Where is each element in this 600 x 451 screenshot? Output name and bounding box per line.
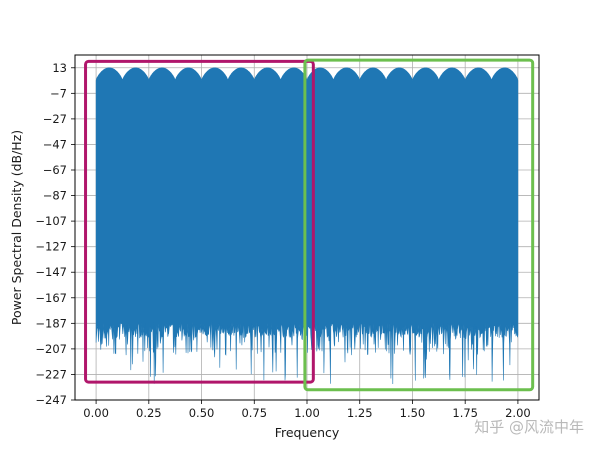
x-tick-label: 0.25 <box>136 406 162 420</box>
highlight-box-right <box>303 58 535 392</box>
watermark-text: 知乎 @风流中年 <box>474 418 584 436</box>
y-tick-label: −147 <box>35 265 67 279</box>
x-tick-label: 1.50 <box>400 406 426 420</box>
x-tick-label: 1.75 <box>452 406 478 420</box>
y-tick-label: −187 <box>35 316 67 330</box>
y-tick-label: −47 <box>43 137 67 151</box>
x-tick-label: 0.75 <box>241 406 267 420</box>
y-tick-label: −27 <box>43 112 67 126</box>
x-tick-label: 0.50 <box>189 406 215 420</box>
y-tick-label: −207 <box>35 342 67 356</box>
x-tick-label: 1.25 <box>347 406 373 420</box>
y-tick-label: −67 <box>43 163 67 177</box>
y-tick-label: −7 <box>50 86 67 100</box>
x-tick-label: 0.00 <box>83 406 109 420</box>
y-tick-label: −107 <box>35 214 67 228</box>
x-axis-label: Frequency <box>275 425 340 440</box>
highlight-box-left <box>84 59 315 384</box>
psd-series-area <box>95 67 519 385</box>
x-axis-ticks: 0.00 0.25 0.50 0.75 1.00 1.25 1.50 1.75 2.00 <box>83 400 531 420</box>
y-tick-label: −247 <box>35 393 67 407</box>
y-tick-label: 13 <box>52 61 67 75</box>
y-axis-ticks: 13 −7 −27 −47 −67 −87 −107 −127 −147 −167 −187 −207… <box>35 61 75 407</box>
y-tick-label: −227 <box>35 367 67 381</box>
x-tick-label: 2.00 <box>505 406 531 420</box>
highlight-boxes <box>84 58 535 392</box>
y-tick-label: −127 <box>35 240 67 254</box>
y-tick-label: −87 <box>43 189 67 203</box>
y-tick-label: −167 <box>35 291 67 305</box>
y-axis-label: Power Spectral Density (dB/Hz) <box>9 130 24 325</box>
x-tick-label: 1.00 <box>294 406 320 420</box>
